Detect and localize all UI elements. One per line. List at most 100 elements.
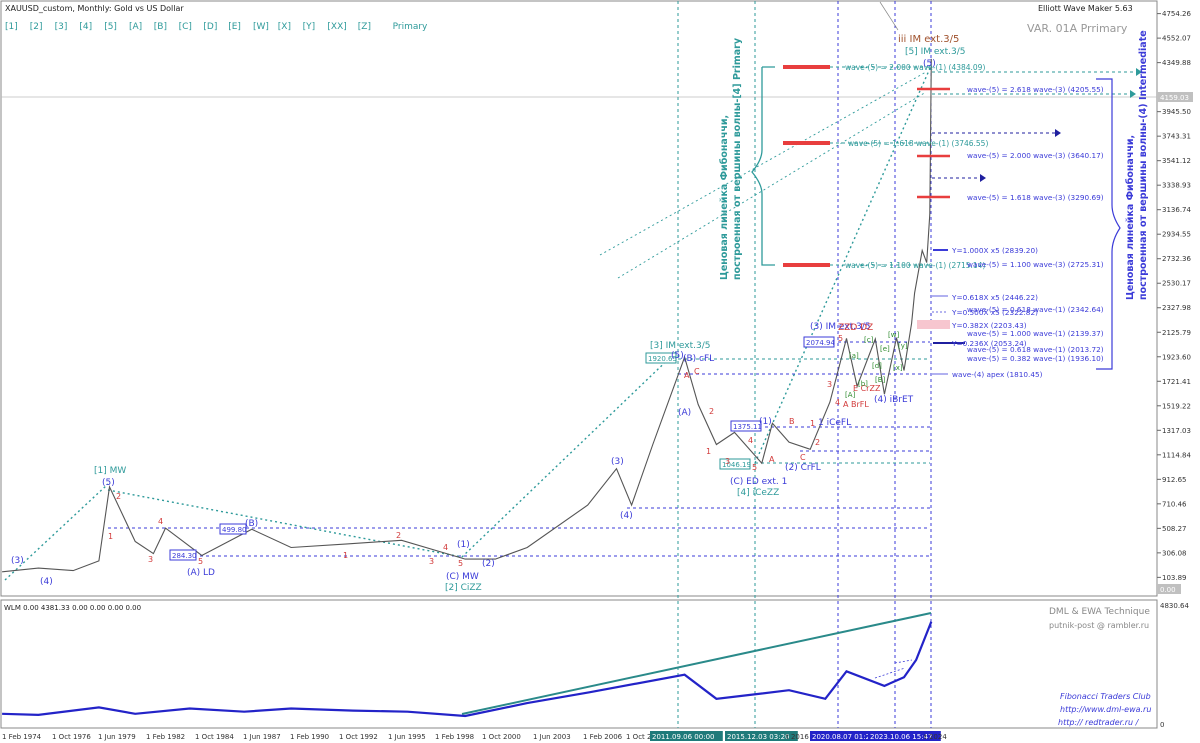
support-resistance-lines bbox=[108, 341, 930, 557]
svg-text:3: 3 bbox=[429, 557, 434, 566]
fib-level-label: wave-(5) = 0.382 wave-(1) (1936.10) bbox=[967, 354, 1104, 363]
wave-toolbar[interactable]: [1] [2] [3] [4] [5] [A] [B] [C] [D] [E] [W] [X] [Y] [… bbox=[5, 22, 428, 32]
wave-label: (1) bbox=[457, 540, 470, 550]
credits: Fibonacci Traders Club http://www.dml-ew… bbox=[1058, 692, 1151, 727]
price-box: 1375.11 bbox=[733, 423, 762, 431]
trend-channels bbox=[4, 65, 932, 581]
svg-text:[b]: [b] bbox=[858, 380, 868, 388]
fib-level-label: Y=0.500X x5 (2322.82) bbox=[951, 308, 1038, 317]
fib-ruler-right bbox=[917, 68, 1142, 375]
fib-level-label: wave-(5) = 1.100 wave-(1) (2715.14) bbox=[845, 261, 985, 270]
plugin-name: Elliott Wave Maker 5.63 bbox=[1038, 4, 1133, 13]
price-tick-label: 306.08 bbox=[1162, 549, 1187, 557]
time-tick-label: 1 Feb 1998 bbox=[435, 733, 474, 741]
toolbar-button-xx[interactable]: [XX] bbox=[327, 22, 346, 32]
time-marker-box bbox=[810, 731, 883, 741]
fib-level-label: wave-(5) = 1.100 wave-(3) (2725.31) bbox=[967, 260, 1104, 269]
fib-level-label: wave-(5) = 2.618 wave-(3) (4205.55) bbox=[967, 85, 1104, 94]
toolbar-button-a[interactable]: [A] bbox=[129, 22, 142, 32]
toolbar-button-1[interactable]: [1] bbox=[5, 22, 18, 32]
side-note-right-2: построенная от вершины волны-(4) Interme… bbox=[1138, 30, 1149, 300]
toolbar-button-b[interactable]: [B] bbox=[154, 22, 167, 32]
svg-text:4: 4 bbox=[158, 517, 163, 526]
toolbar-button-y[interactable]: [Y] bbox=[303, 22, 316, 32]
toolbar-button-z[interactable]: [Z] bbox=[358, 22, 371, 32]
wave-label: (5) bbox=[671, 351, 684, 361]
fib-level-label: wave-(4) apex (1810.45) bbox=[952, 370, 1043, 379]
wave-label: [5] IM ext.3/5 bbox=[905, 47, 965, 57]
svg-text:1: 1 bbox=[706, 447, 711, 456]
time-marker-box bbox=[868, 731, 941, 741]
svg-text:1: 1 bbox=[108, 532, 113, 541]
toolbar-button-5[interactable]: [5] bbox=[104, 22, 117, 32]
time-tick-label: 1 Jun 1979 bbox=[98, 733, 136, 741]
wave-label: (4) iBrET bbox=[874, 395, 914, 405]
toolbar-button-c[interactable]: [C] bbox=[179, 22, 192, 32]
price-line bbox=[2, 58, 932, 573]
svg-text:4: 4 bbox=[835, 398, 840, 407]
wave-label: (A) bbox=[678, 408, 691, 418]
wave-label: (C) MW bbox=[446, 572, 479, 582]
price-tick-label: 1114.84 bbox=[1162, 451, 1191, 459]
time-tick-label: t 2024 bbox=[924, 733, 947, 741]
price-axis: 103.89 306.08 508.27 710.46 912.65 1114.84 131… bbox=[1157, 10, 1191, 582]
wave-labels-blue: (3) (4) (5) (B) (A) LD (C) MW (1) (2) (3… bbox=[11, 59, 936, 587]
price-tick-label: 3136.74 bbox=[1162, 206, 1191, 214]
price-tick-label: 1721.41 bbox=[1162, 378, 1191, 386]
price-tick-label: 2327.98 bbox=[1162, 304, 1191, 312]
toolbar-button-e[interactable]: [E] bbox=[228, 22, 241, 32]
svg-text:C: C bbox=[694, 367, 700, 376]
price-series bbox=[2, 58, 932, 573]
toolbar-button-d[interactable]: [D] bbox=[203, 22, 217, 32]
time-tick-label: 1 Oct 2 bbox=[626, 733, 651, 741]
time-tick-label: 1 Jun 2003 bbox=[533, 733, 571, 741]
toolbar-button-w[interactable]: [W] bbox=[253, 22, 269, 32]
svg-text:[A]: [A] bbox=[845, 391, 856, 399]
variant-label: VAR. 01A Prrimary bbox=[1027, 22, 1128, 35]
wave-label: (4) bbox=[40, 577, 53, 587]
svg-text:3: 3 bbox=[827, 380, 832, 389]
toolbar-button-3[interactable]: [3] bbox=[55, 22, 68, 32]
svg-text:1: 1 bbox=[810, 419, 815, 428]
svg-text:[d]: [d] bbox=[872, 362, 882, 370]
fib-level-label: wave-(5) = 1.000 wave-(1) (2139.37) bbox=[967, 329, 1104, 338]
price-box: 1920.65 bbox=[648, 355, 677, 363]
fib-ruler-left bbox=[751, 65, 930, 267]
time-tick-label: 1 Feb 1982 bbox=[146, 733, 185, 741]
fib-level-label: wave-(5) = 1.618 wave-(1) (3746.55) bbox=[848, 139, 988, 148]
time-marker-label: 2023.10.06 15:47 bbox=[870, 733, 932, 741]
svg-text:A BrFL: A BrFL bbox=[843, 400, 869, 409]
toolbar-button-4[interactable]: [4] bbox=[79, 22, 92, 32]
wave-label: (2) CrFL bbox=[785, 463, 821, 473]
svg-text:[c]: [c] bbox=[864, 336, 874, 344]
svg-text:3: 3 bbox=[725, 457, 730, 466]
wlm-trendlines bbox=[461, 612, 932, 715]
toolbar-button-primary[interactable]: Primary bbox=[393, 22, 428, 32]
svg-text:DML & EWA Technique: DML & EWA Technique bbox=[1049, 607, 1150, 617]
wlm-series bbox=[2, 621, 933, 718]
price-box: 499.80 bbox=[222, 526, 247, 534]
price-tick-label: 1317.03 bbox=[1162, 427, 1191, 435]
svg-text:4: 4 bbox=[443, 543, 448, 552]
wave-labels-teal: [1] MW [2] CiZZ [3] IM ext.3/5 [4] iCeZZ… bbox=[94, 47, 965, 593]
svg-text:1 iCeFL: 1 iCeFL bbox=[818, 418, 851, 428]
wave-label-brown: iii IM ext.3/5 bbox=[898, 34, 959, 45]
fib-level-label: Y=1.000X x5 (2839.20) bbox=[951, 246, 1038, 255]
svg-text:5: 5 bbox=[838, 334, 843, 343]
svg-text:2: 2 bbox=[116, 492, 121, 501]
wlm-line bbox=[2, 621, 933, 718]
svg-text:B: B bbox=[789, 417, 795, 426]
wave-labels-red: 2 1 3 4 5 1 2 3 4 5 C A 1 2 3 4 5 A B C … bbox=[108, 334, 881, 568]
fib-level-label: Y=0.236X (2053.24) bbox=[951, 339, 1027, 348]
toolbar-button-x[interactable]: [X] bbox=[278, 22, 291, 32]
fib-level-label: wave-(5) = 2.000 wave-(1) (4384.09) bbox=[845, 63, 985, 72]
wave-label: (C) ED ext. 1 bbox=[730, 477, 787, 487]
svg-text:5: 5 bbox=[198, 557, 203, 566]
time-marker-label: 2015.12.03 03:20 bbox=[727, 733, 789, 741]
toolbar-button-2[interactable]: [2] bbox=[30, 22, 43, 32]
wave-label: (4) bbox=[620, 511, 633, 521]
price-tick-label: 3338.93 bbox=[1162, 182, 1191, 190]
svg-text:ZZD DZ: ZZD DZ bbox=[838, 323, 873, 333]
side-note-left: Ценовая линейка Фибоначчи, bbox=[719, 115, 730, 280]
svg-text:4: 4 bbox=[748, 436, 753, 445]
